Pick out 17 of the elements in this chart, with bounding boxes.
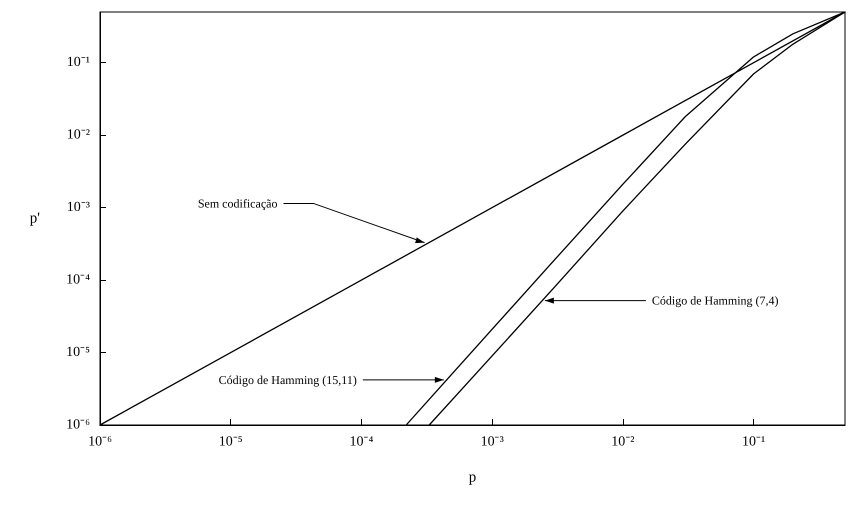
y-tick-label: 10⁻⁵ xyxy=(66,345,90,360)
y-tick-label: 10⁻⁴ xyxy=(66,272,90,288)
y-tick-label: 10⁻³ xyxy=(66,200,90,216)
x-tick-label: 10⁻³ xyxy=(480,434,504,450)
x-tick-label: 10⁻² xyxy=(611,434,635,450)
annotation: Código de Hamming (7,4) xyxy=(652,294,779,308)
y-tick-label: 10⁻² xyxy=(66,128,90,143)
y-tick-label: 10⁻¹ xyxy=(66,55,90,70)
y-axis-title: p' xyxy=(30,210,40,226)
x-axis-title: p xyxy=(468,470,476,486)
x-tick-label: 10⁻¹ xyxy=(742,434,766,450)
annotation: Código de Hamming (15,11) xyxy=(218,372,357,387)
annotation: Sem codificação xyxy=(198,196,278,210)
x-tick-label: 10⁻⁶ xyxy=(88,434,112,450)
x-tick-label: 10⁻⁴ xyxy=(350,434,374,450)
x-tick-label: 10⁻⁵ xyxy=(218,434,243,450)
y-tick-label: 10⁻⁶ xyxy=(66,418,90,432)
